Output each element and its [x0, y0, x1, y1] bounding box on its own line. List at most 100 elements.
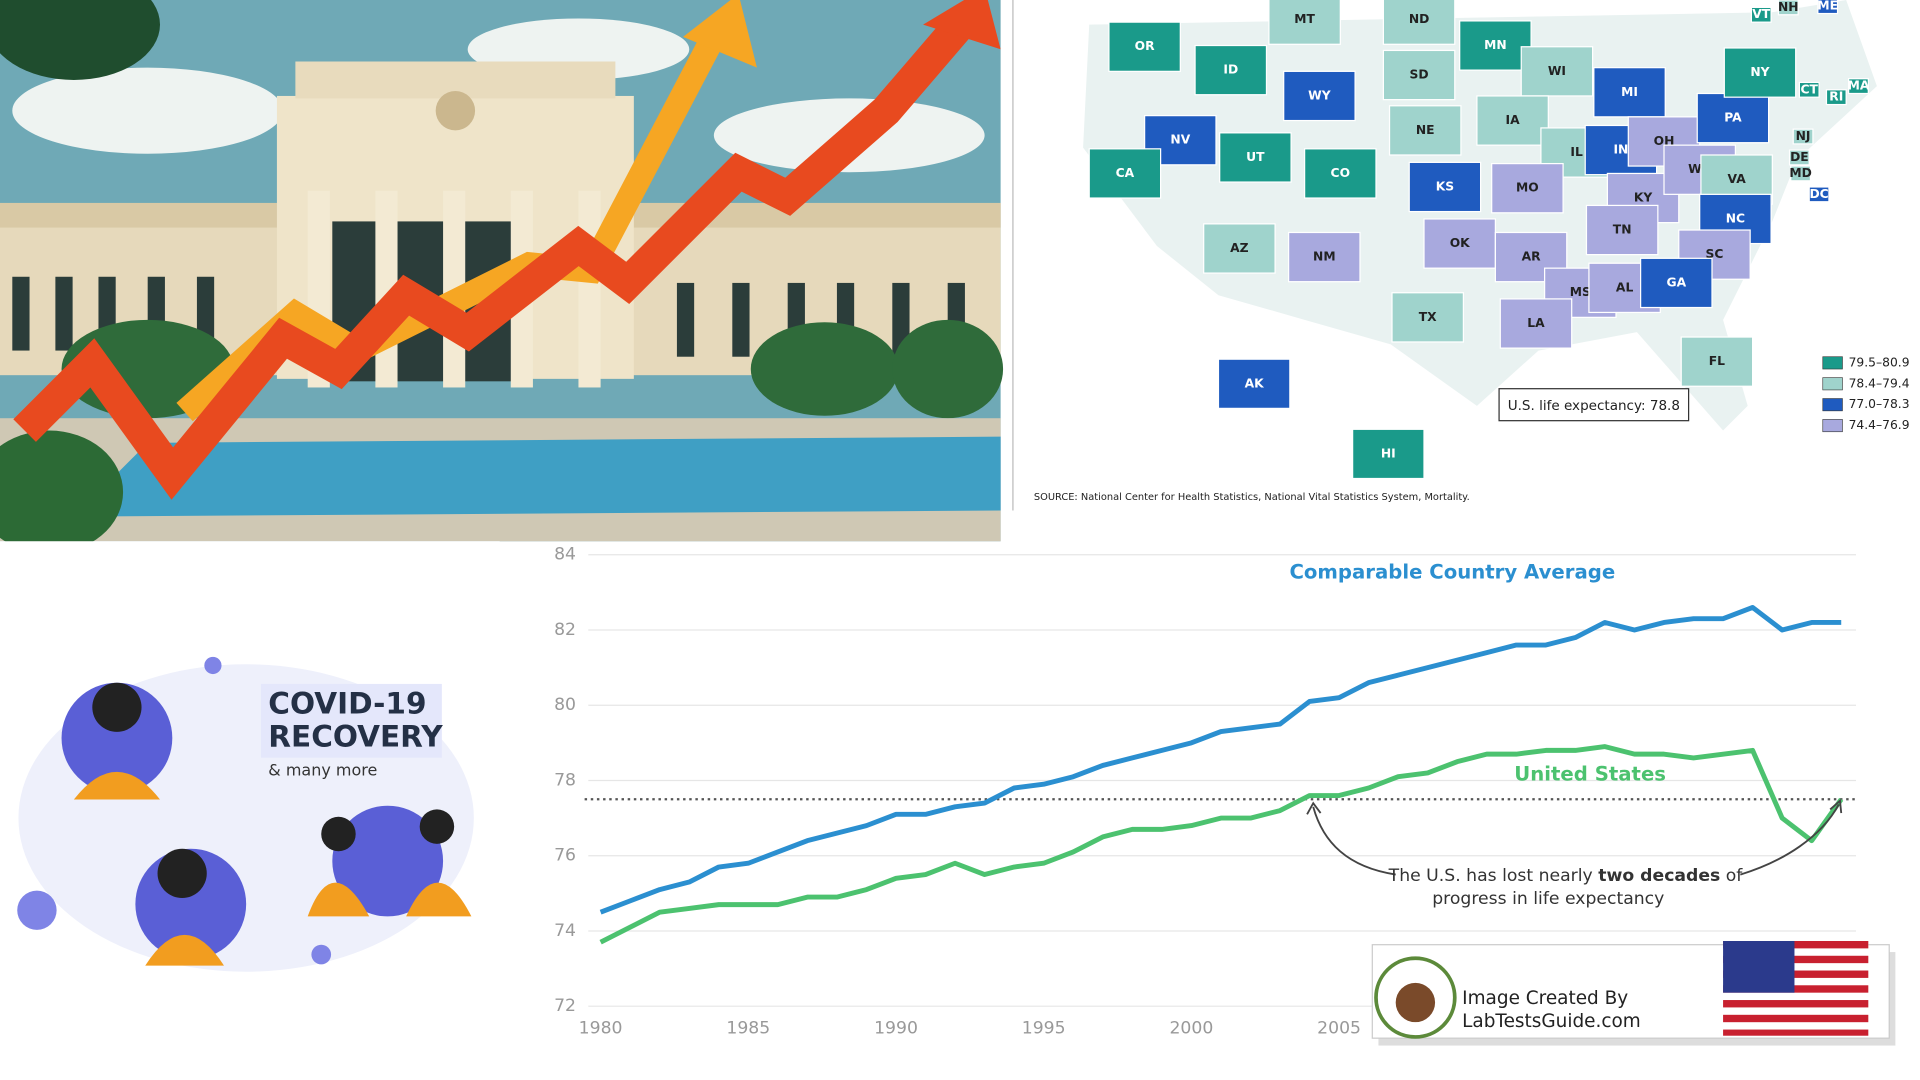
state-label: WI [1548, 64, 1566, 78]
legend-swatch [1822, 356, 1843, 370]
annotation-part: of [1720, 866, 1743, 886]
series-label: Comparable Country Average [1289, 561, 1615, 584]
virus [204, 656, 222, 675]
promo-panel: COVID-19 RECOVERY & many more [0, 541, 500, 1080]
annotation: progress in life expectancy [1432, 889, 1664, 909]
x-tick-label: 1995 [1022, 1018, 1066, 1038]
state [1391, 292, 1465, 343]
state-label: MD [1789, 166, 1811, 180]
state-label: IN [1613, 143, 1628, 157]
person-bg [61, 682, 173, 794]
map-outline [1083, 0, 1877, 431]
state [1585, 204, 1659, 256]
state-label: MS [1570, 285, 1591, 299]
state [1680, 336, 1754, 387]
state [1459, 20, 1532, 71]
person-head [321, 816, 356, 852]
arrowhead [1306, 801, 1322, 815]
tree [750, 322, 899, 416]
person-head [157, 848, 207, 898]
map: OR MT ND MN ID WY SD WI MI NV UT CO NE IA IL IN OH PA NY VT… [1088, 0, 1910, 480]
annotation-part: The U.S. has lost nearly [1388, 866, 1599, 886]
y-tick-label: 78 [554, 770, 576, 790]
state [1491, 162, 1564, 214]
state [1283, 70, 1356, 122]
state [1408, 161, 1482, 213]
state [1723, 47, 1797, 98]
state [1108, 21, 1181, 72]
state [1825, 89, 1847, 106]
state-label: NE [1416, 123, 1435, 137]
state [1388, 105, 1462, 156]
series-line [599, 744, 1844, 945]
state-label: NY [1750, 65, 1770, 79]
state-label: MT [1294, 12, 1315, 26]
state-label: NV [1170, 133, 1190, 147]
y-tick-label: 80 [554, 695, 576, 715]
tree [892, 319, 1004, 419]
state-label: SD [1410, 68, 1429, 82]
annotation-arrow [1312, 806, 1396, 876]
state-label: NH [1778, 0, 1799, 14]
emblem [435, 91, 476, 131]
title-box [260, 683, 442, 758]
state-label: AK [1245, 376, 1265, 390]
annotation: The U.S. has lost nearly two decades of [1388, 866, 1744, 886]
tree [0, 0, 160, 80]
state-label: UT [1246, 150, 1265, 164]
y-tick-label: 82 [554, 620, 576, 640]
watermark-text: Image Created By [1462, 988, 1628, 1009]
legend-swatch [1822, 398, 1843, 412]
state-label: OK [1450, 236, 1470, 250]
state-label: PA [1724, 111, 1742, 125]
y-tick-label: 84 [554, 545, 576, 565]
state-label: LA [1527, 316, 1545, 330]
state [1808, 186, 1830, 203]
state-label: DE [1790, 150, 1809, 164]
state-label: ME [1817, 0, 1838, 13]
arrowhead-shape [923, 0, 1001, 50]
y-tick-label: 76 [554, 846, 576, 866]
legend-label: 79.5–80.9 [1849, 355, 1910, 369]
state-label: AZ [1230, 241, 1249, 255]
state [1593, 67, 1666, 118]
state [1499, 298, 1573, 349]
person-body [73, 771, 160, 800]
legend-swatch [1822, 377, 1843, 391]
state-label: KY [1634, 191, 1654, 205]
logo-figure [1395, 982, 1436, 1023]
state [1777, 0, 1799, 16]
promo-title: COVID-19 [268, 686, 426, 720]
state-label: ND [1409, 12, 1430, 26]
cloud [12, 67, 284, 154]
state-label: WY [1308, 88, 1332, 102]
y-tick-label: 74 [554, 921, 576, 941]
state-label: OR [1135, 39, 1155, 53]
legend-label: 78.4–79.4 [1849, 376, 1910, 390]
state [1817, 0, 1839, 15]
state-label: RI [1829, 90, 1843, 104]
bush [0, 430, 124, 554]
state [1304, 148, 1377, 199]
state-label: GA [1666, 275, 1686, 289]
watermark-text: LabTestsGuide.com [1462, 1011, 1641, 1032]
state [1268, 0, 1341, 45]
state-label: SC [1706, 247, 1724, 261]
state-label: CT [1801, 82, 1819, 96]
state-label: NM [1313, 250, 1336, 264]
person-head [92, 682, 142, 732]
state [1088, 148, 1162, 199]
state [1288, 231, 1361, 283]
series-line [599, 604, 1842, 915]
us-flag [1723, 941, 1869, 1036]
state-label: ID [1223, 63, 1238, 77]
arrowhead [1829, 798, 1843, 814]
x-tick-label: 1990 [874, 1018, 918, 1038]
x-tick-label: 2000 [1169, 1018, 1213, 1038]
state [1790, 165, 1812, 182]
arrow-shape [13, 14, 973, 500]
promo-title: RECOVERY [268, 720, 443, 754]
person-head [419, 809, 455, 844]
state-label: NJ [1796, 129, 1811, 143]
